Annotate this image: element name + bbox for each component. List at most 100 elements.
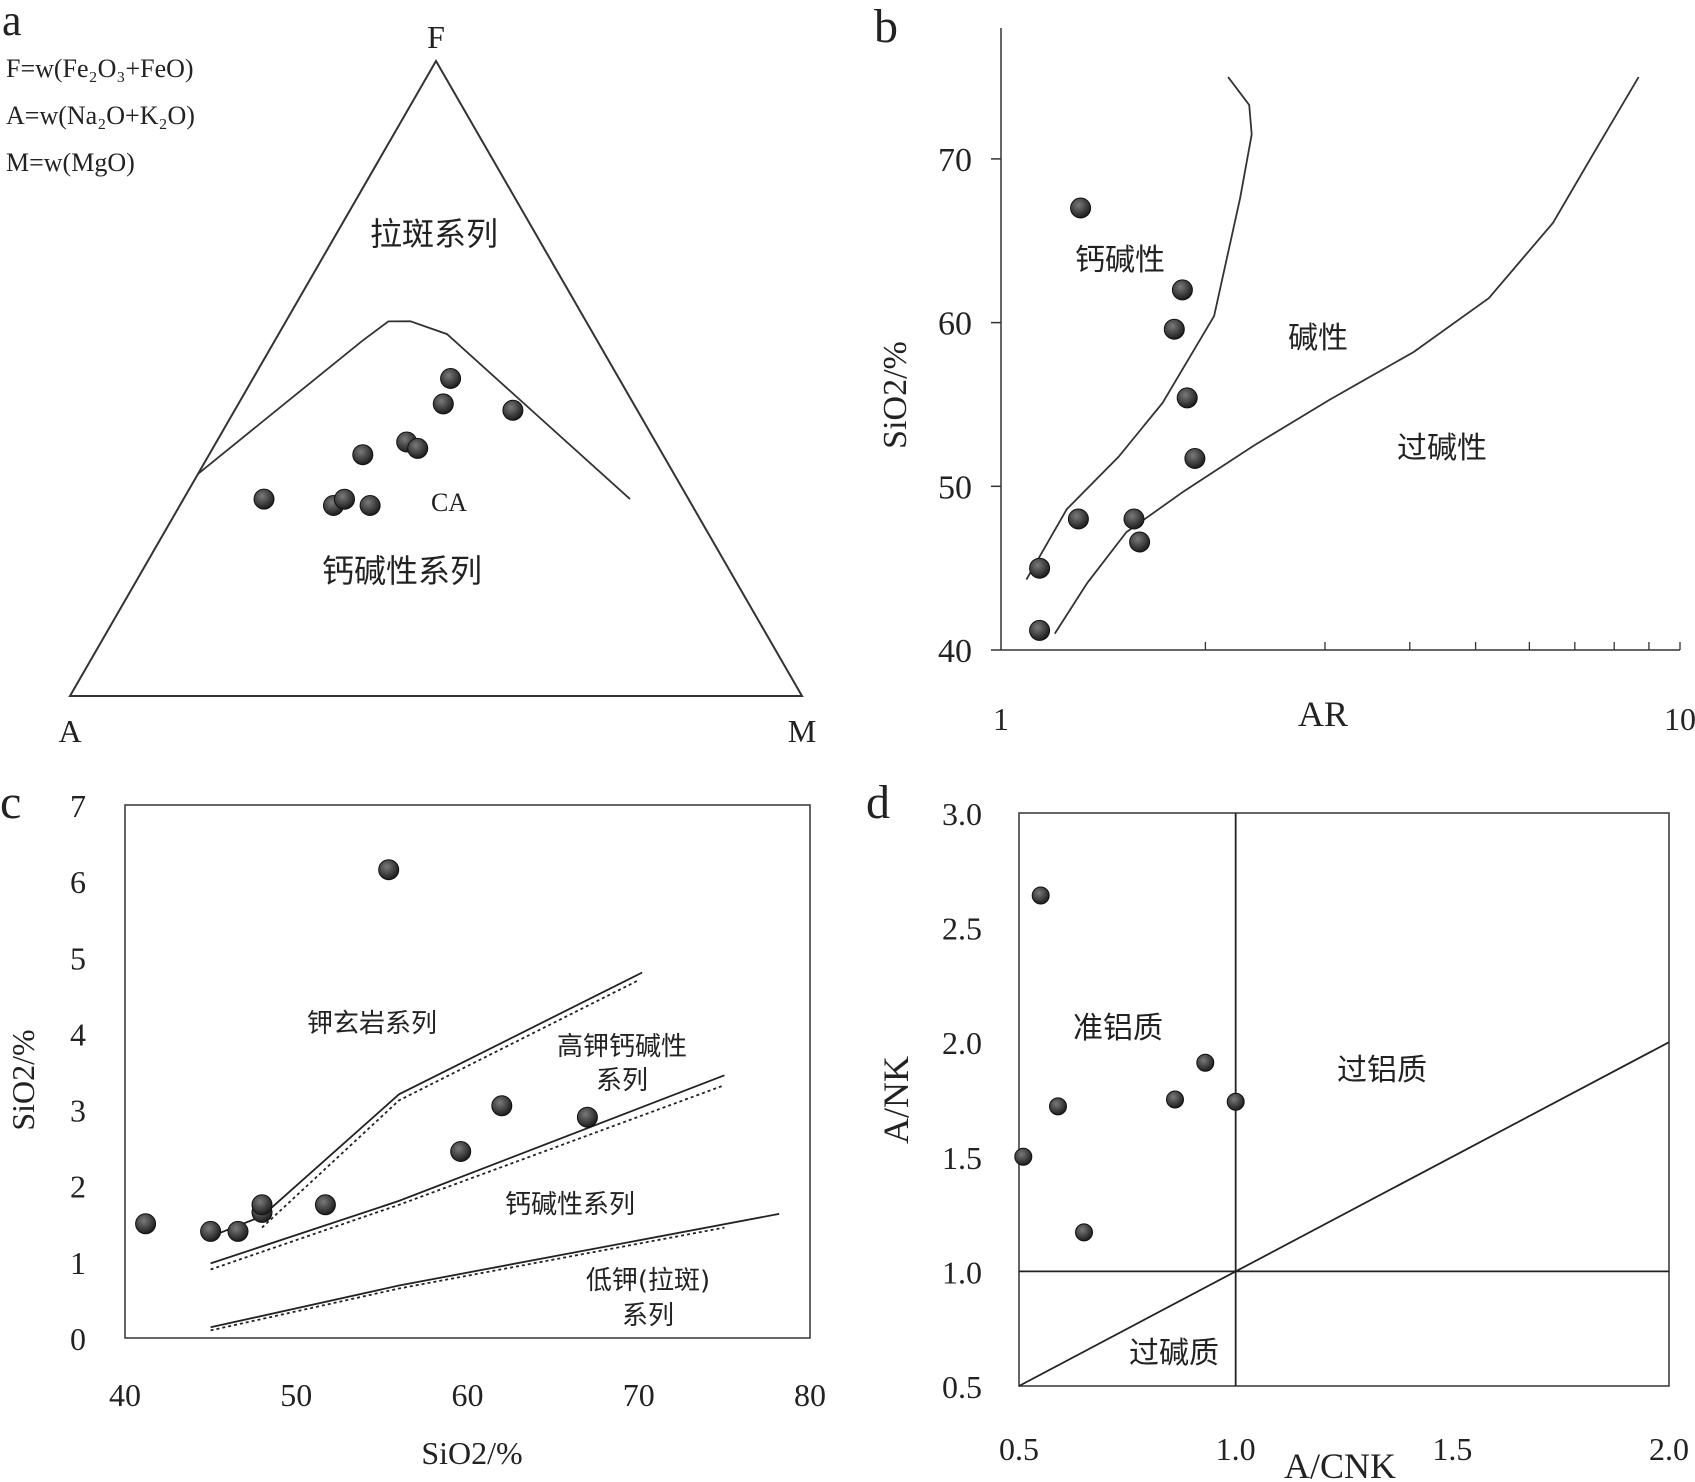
d-reference-line-3 <box>1018 1041 1670 1387</box>
b-y-tick-label: 40 <box>938 633 972 670</box>
d-data-point-5 <box>1166 1090 1184 1109</box>
b-data-point-6 <box>1070 197 1092 219</box>
c-data-point-5 <box>251 1194 273 1216</box>
d-y-tick-label: 1.0 <box>942 1254 982 1290</box>
a-data-point-8 <box>432 393 454 415</box>
c-data-point-3 <box>227 1220 249 1242</box>
c-data-point-7 <box>378 859 400 881</box>
d-y-tick-label: 2.5 <box>942 911 982 947</box>
d-x-tick-label: 2.0 <box>1649 1431 1689 1467</box>
panel-b: b 40 50 60 70 1 10 AR SiO2/% 钙碱性 碱性 过碱性 <box>874 0 1695 737</box>
d-data-point-2 <box>1014 1147 1033 1166</box>
c-y-tick-label: 0 <box>70 1321 86 1357</box>
c-boundary-dotted-3 <box>210 1226 725 1332</box>
b-boundary-calc-alk <box>1025 76 1253 581</box>
c-plot-frame <box>124 804 811 1339</box>
b-x-ticks <box>1204 642 1681 650</box>
d-data-point-1 <box>1031 886 1050 905</box>
panel-a-points <box>253 368 524 516</box>
d-x-axis-label: A/CNK <box>1284 1446 1396 1482</box>
d-region-metaluminous: 准铝质 <box>1073 1011 1163 1046</box>
c-y-ticks: 0 1 2 3 4 5 6 7 <box>70 788 86 1357</box>
b-boundary-alk-peralk <box>1054 76 1640 635</box>
d-y-axis-label: A/NK <box>876 1056 916 1144</box>
panel-a-letter: a <box>2 0 22 45</box>
c-boundary-solid-3 <box>210 1213 780 1329</box>
vertex-label-f: F <box>427 19 445 55</box>
c-region-high-k-2: 系列 <box>596 1066 648 1096</box>
legend-line-f: F=w(Fe₂O₃+FeO) <box>6 54 194 83</box>
b-region-calc-alkaline: 钙碱性 <box>1075 243 1165 278</box>
a-data-point-3 <box>334 488 355 510</box>
b-y-tick-label: 60 <box>938 306 972 343</box>
b-x-tick-label-10: 10 <box>1664 701 1695 737</box>
a-data-point-7 <box>407 437 429 459</box>
b-data-point-9 <box>1176 387 1198 409</box>
c-x-axis-label: SiO2/% <box>421 1435 522 1471</box>
a-data-point-4 <box>359 495 381 516</box>
c-data-point-10 <box>576 1106 598 1128</box>
panel-d-points <box>1014 886 1245 1242</box>
a-data-point-5 <box>352 444 374 466</box>
d-x-tick-label: 1.5 <box>1432 1431 1472 1467</box>
c-y-tick-label: 7 <box>70 788 86 824</box>
b-data-point-3 <box>1067 508 1089 530</box>
a-data-point-9 <box>440 368 462 389</box>
d-x-ticks: 0.5 1.0 1.5 2.0 <box>999 1431 1689 1467</box>
b-data-point-8 <box>1163 318 1185 340</box>
b-region-peralkaline: 过碱性 <box>1397 431 1487 466</box>
c-x-tick-label: 40 <box>109 1377 141 1413</box>
b-y-tick-label: 70 <box>938 142 972 179</box>
d-data-point-4 <box>1075 1223 1093 1242</box>
d-x-tick-label: 0.5 <box>999 1431 1039 1467</box>
panel-a: a F=w(Fe₂O₃+FeO) A=w(Na₂O+K₂O) M=w(MgO) … <box>2 0 816 749</box>
c-y-tick-label: 1 <box>70 1245 86 1281</box>
b-data-point-1 <box>1029 619 1051 641</box>
c-boundary-solid-2 <box>210 1074 725 1265</box>
c-region-low-k-1: 低钾(拉斑) <box>586 1266 710 1296</box>
panel-c-points <box>135 859 598 1242</box>
c-region-low-k-2: 系列 <box>622 1301 674 1331</box>
b-data-point-7 <box>1171 279 1193 301</box>
c-y-tick-label: 4 <box>70 1016 86 1052</box>
panel-c: c 0 1 2 3 4 5 6 7 40 50 60 70 80 SiO2/% SiO2/% 钾玄岩系… <box>0 776 826 1471</box>
c-region-calc-alkaline: 钙碱性系列 <box>505 1190 635 1220</box>
panel-d-letter: d <box>866 776 890 829</box>
b-y-ticks: 40 50 60 70 <box>938 142 1001 670</box>
c-data-point-1 <box>135 1213 157 1235</box>
region-label-calc-alkaline: 钙碱性系列 <box>322 552 482 590</box>
d-y-tick-label: 3.0 <box>942 796 982 832</box>
d-y-ticks: 0.5 1.0 1.5 2.0 2.5 3.0 <box>942 796 982 1405</box>
c-data-point-6 <box>314 1194 336 1216</box>
panel-c-letter: c <box>0 776 21 829</box>
panel-d: d 0.51.01.52.02.53.0 0.5 1.0 1.5 2.0 A/CNK … <box>866 776 1689 1482</box>
region-label-tholeiite: 拉斑系列 <box>370 215 498 253</box>
d-reference-lines <box>1018 813 1670 1387</box>
vertex-label-a: A <box>58 713 81 749</box>
c-y-tick-label: 3 <box>70 1093 86 1129</box>
ternary-triangle <box>68 58 804 697</box>
c-x-tick-label: 50 <box>280 1377 312 1413</box>
d-y-tick-label: 1.5 <box>942 1140 982 1176</box>
c-boundary-dotted-1 <box>261 979 640 1229</box>
vertex-label-m: M <box>788 713 816 749</box>
legend-line-m: M=w(MgO) <box>6 148 135 177</box>
b-region-alkaline: 碱性 <box>1288 321 1348 356</box>
region-label-ca: CA <box>431 488 467 517</box>
b-data-point-5 <box>1129 531 1151 553</box>
c-region-high-k-1: 高钾钙碱性 <box>557 1032 687 1062</box>
panel-b-points <box>1029 197 1206 641</box>
b-x-tick-label-1: 1 <box>993 701 1009 737</box>
c-y-tick-label: 5 <box>70 940 86 976</box>
d-y-tick-label: 2.0 <box>942 1025 982 1061</box>
c-region-shoshonite: 钾玄岩系列 <box>307 1009 437 1039</box>
b-data-point-4 <box>1123 508 1145 530</box>
c-x-tick-label: 80 <box>794 1377 826 1413</box>
c-data-point-9 <box>491 1095 513 1117</box>
legend-line-a: A=w(Na₂O+K₂O) <box>6 101 195 130</box>
d-region-peraluminous: 过铝质 <box>1337 1053 1427 1088</box>
c-y-tick-label: 6 <box>70 864 86 900</box>
tholeiite-boundary <box>197 320 631 500</box>
d-data-point-3 <box>1049 1097 1067 1116</box>
d-region-peralkaline: 过碱质 <box>1129 1336 1219 1371</box>
